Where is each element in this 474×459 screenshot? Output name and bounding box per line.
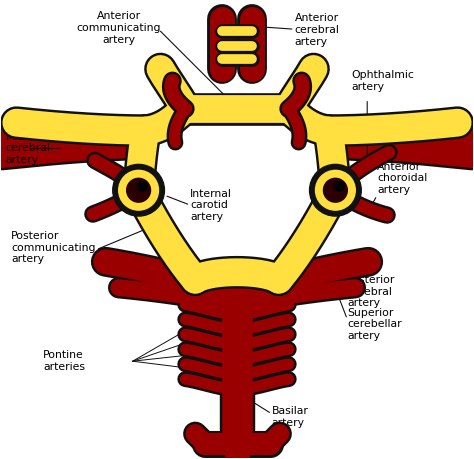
Text: Ophthalmic
artery: Ophthalmic artery (351, 70, 414, 92)
Text: Basilar
artery: Basilar artery (272, 406, 309, 428)
Circle shape (118, 170, 158, 210)
Text: Posterior
cerebral
artery: Posterior cerebral artery (347, 275, 396, 308)
Text: Internal
carotid
artery: Internal carotid artery (190, 189, 232, 222)
Circle shape (323, 178, 347, 202)
Circle shape (127, 178, 151, 202)
Circle shape (137, 181, 147, 191)
Text: Anterior
choroidal
artery: Anterior choroidal artery (377, 162, 428, 195)
Circle shape (113, 164, 164, 216)
Circle shape (310, 164, 361, 216)
Text: Middle
cerebral
artery: Middle cerebral artery (5, 132, 50, 165)
Text: Anterior
communicating
artery: Anterior communicating artery (76, 11, 161, 45)
Text: Anterior
cerebral
artery: Anterior cerebral artery (295, 13, 339, 46)
Text: Posterior
communicating
artery: Posterior communicating artery (11, 231, 96, 264)
Text: Pontine
arteries: Pontine arteries (43, 350, 85, 372)
Circle shape (334, 181, 344, 191)
Circle shape (316, 170, 356, 210)
Text: Superior
cerebellar
artery: Superior cerebellar artery (347, 308, 402, 341)
